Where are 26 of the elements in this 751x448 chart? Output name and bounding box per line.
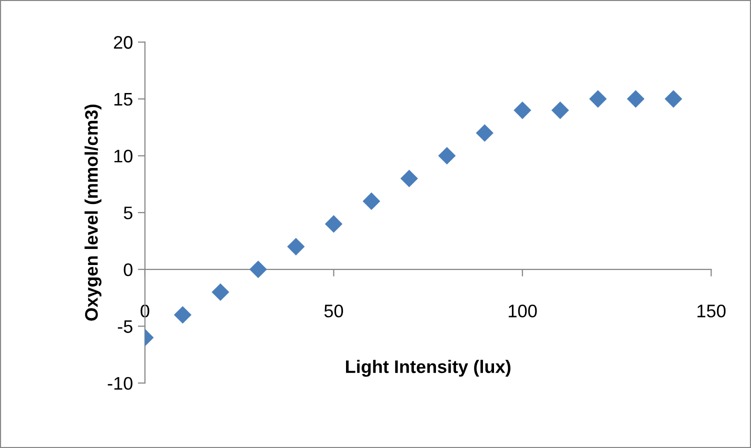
point xyxy=(324,215,342,233)
x-tick-label: 150 xyxy=(698,304,726,318)
point xyxy=(589,90,607,108)
point xyxy=(287,238,305,256)
x-tick-label: 50 xyxy=(324,304,344,318)
point xyxy=(249,260,267,278)
y-tick-label: 5 xyxy=(124,206,132,220)
point xyxy=(438,146,456,165)
x-axis-title: Light Intensity (lux) xyxy=(346,360,510,377)
y-tick-label: 20 xyxy=(114,36,132,49)
point xyxy=(626,90,644,108)
point xyxy=(476,124,494,142)
point xyxy=(362,192,380,210)
point xyxy=(400,170,418,188)
point xyxy=(174,306,192,324)
y-tick-label: -10 xyxy=(108,376,132,390)
y-axis-title: Oxygen level (mmol/cm3) xyxy=(84,104,102,321)
y-tick-label: -5 xyxy=(118,320,132,333)
point xyxy=(514,102,532,120)
point xyxy=(664,90,682,108)
x-tick-label: 100 xyxy=(508,304,537,318)
y-tick-label: 10 xyxy=(114,150,132,162)
y-tick-label: 0 xyxy=(124,263,132,276)
y-tick-label: 15 xyxy=(114,93,132,106)
point xyxy=(212,283,230,301)
point xyxy=(551,102,569,120)
